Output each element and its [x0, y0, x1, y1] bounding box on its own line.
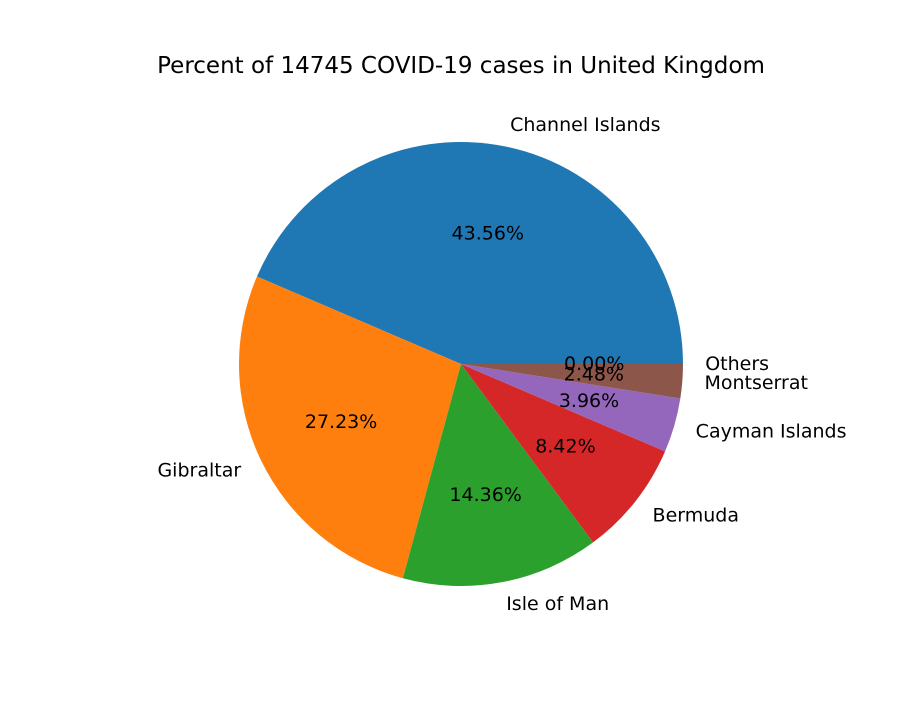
pie-slice-cayman-islands — [461, 364, 681, 452]
pie-slices — [238, 142, 683, 586]
pie-slice-bermuda — [461, 364, 666, 543]
slice-label-isle-of-man: Isle of Man — [506, 593, 609, 615]
slice-label-montserrat: Montserrat — [704, 372, 807, 394]
pie-slice-isle-of-man — [402, 364, 594, 586]
slice-percent-others: 0.00% — [564, 353, 624, 375]
pie-slice-montserrat — [461, 364, 683, 399]
slice-label-channel-islands: Channel Islands — [510, 114, 660, 136]
slice-percent-bermuda: 8.42% — [535, 436, 595, 458]
slice-percent-isle-of-man: 14.36% — [449, 484, 521, 506]
pie-slice-gibraltar — [238, 276, 461, 579]
slice-label-cayman-islands: Cayman Islands — [696, 421, 847, 443]
slice-percent-labels: 43.56% 27.23% 14.36% 8.42% 3.96% 2.48%0.00% — [305, 223, 625, 506]
slice-label-others: Others — [705, 353, 769, 375]
slice-category-labels: Channel Islands Gibraltar Isle of Man Bermu… — [157, 114, 846, 615]
slice-label-gibraltar: Gibraltar — [157, 459, 241, 481]
slice-percent-montserrat: 2.48% — [564, 363, 624, 385]
pie-slice-channel-islands — [256, 142, 683, 364]
slice-percent-channel-islands: 43.56% — [452, 223, 524, 245]
chart-title: Percent of 14745 COVID-19 cases in Unite… — [157, 53, 765, 79]
slice-percent-cayman-islands: 3.96% — [559, 390, 619, 412]
slice-label-bermuda: Bermuda — [653, 504, 739, 526]
slice-percent-gibraltar: 27.23% — [305, 411, 377, 433]
